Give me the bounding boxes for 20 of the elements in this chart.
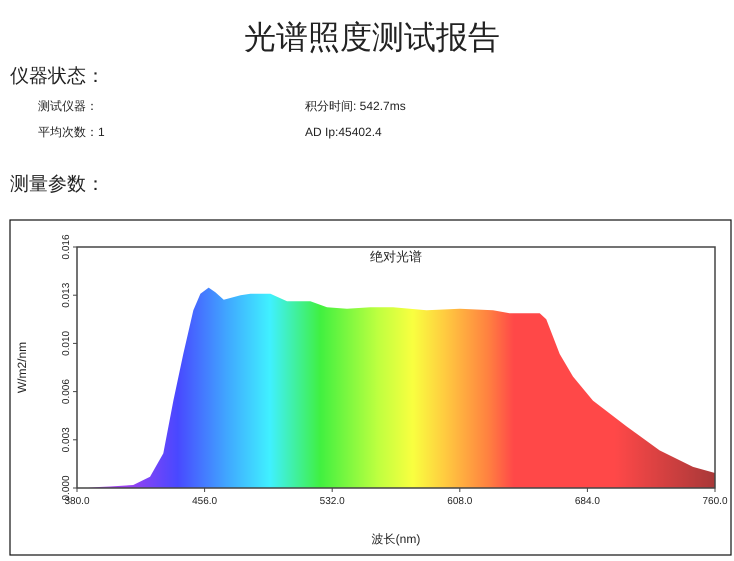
text: 测试仪器： xyxy=(38,99,98,113)
x-tick-label: 532.0 xyxy=(320,496,346,507)
text: 积分时间: 542.7ms xyxy=(305,99,406,113)
y-tick-label: 0.006 xyxy=(61,378,72,404)
y-tick-label: 0.003 xyxy=(61,426,72,452)
x-tick-label: 608.0 xyxy=(447,496,473,507)
text: 测量参数： xyxy=(10,174,105,195)
y-tick-label: 0.016 xyxy=(61,234,72,260)
x-tick-label: 684.0 xyxy=(574,496,600,507)
x-tick-label: 760.0 xyxy=(702,496,728,507)
chart-title: 光谱照度测试报告 xyxy=(244,19,500,55)
x-tick-label: 456.0 xyxy=(192,496,218,507)
x-axis-title: 波长(nm) xyxy=(372,532,420,546)
text: AD Ip:45402.4 xyxy=(305,125,382,139)
chart-subtitle: 绝对光谱 xyxy=(370,249,422,264)
text: 仪器状态： xyxy=(10,66,105,87)
y-axis-title: W/m2/nm xyxy=(15,342,29,394)
y-tick-label: 0.013 xyxy=(61,282,72,308)
y-tick-label: 0.010 xyxy=(61,330,72,356)
text: 平均次数：1 xyxy=(38,125,105,139)
